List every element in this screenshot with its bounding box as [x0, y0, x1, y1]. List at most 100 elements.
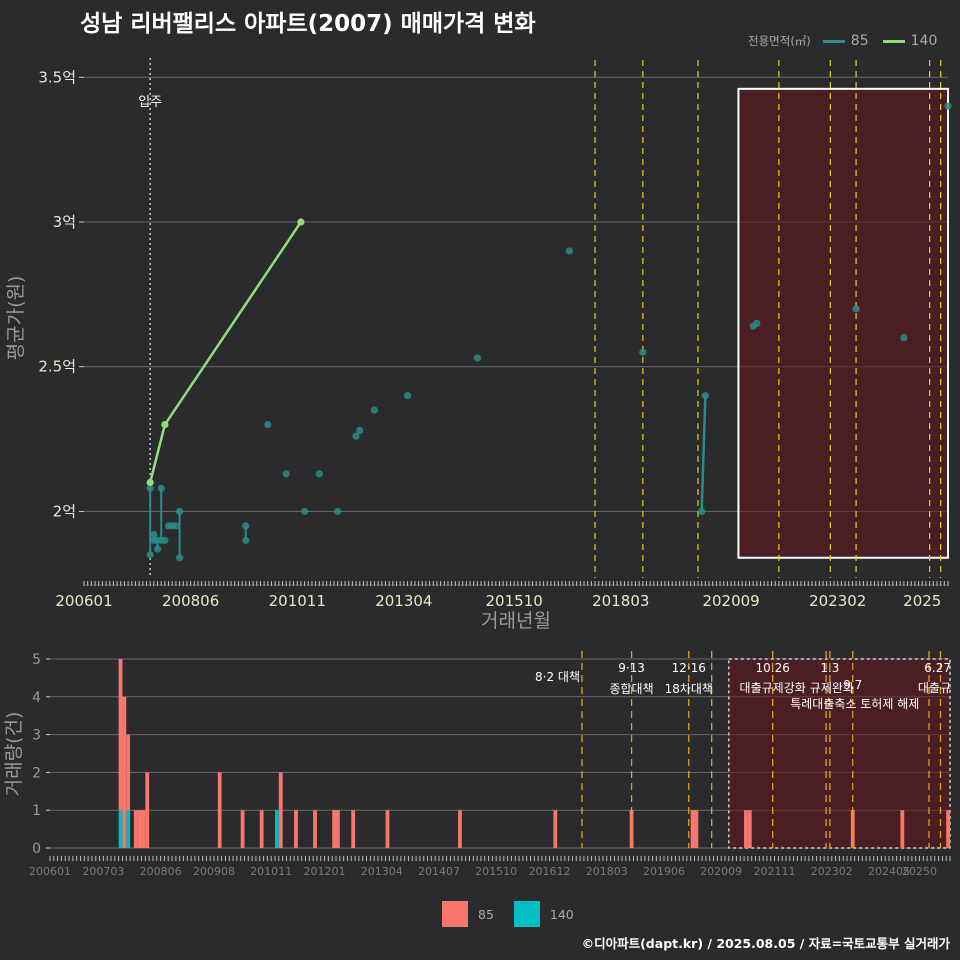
- bar-85: [278, 772, 283, 848]
- series-85-point: [150, 530, 158, 539]
- series-85-point: [852, 305, 860, 313]
- series-140-point: [146, 478, 154, 487]
- bottom-xtick-label: 200908: [193, 865, 235, 878]
- policy-label: 대출규: [918, 681, 951, 695]
- credit-text: ©디아파트(dapt.kr) / 2025.08.05 / 자료=국토교통부 실…: [581, 936, 950, 951]
- series-85-point: [157, 484, 165, 492]
- top-xtick-label: 201304: [375, 592, 432, 610]
- bottom-xtick-label: 201803: [586, 865, 628, 878]
- bottom-xtick-label: 201201: [304, 865, 346, 878]
- bottom-xtick-label: 201011: [250, 865, 292, 878]
- series-85-point: [639, 348, 647, 356]
- bottom-xtick-label: 201612: [529, 865, 571, 878]
- series-85-point: [153, 545, 162, 553]
- series-85-point: [701, 392, 709, 400]
- series-85-point: [242, 522, 250, 530]
- bar-85: [137, 810, 142, 848]
- series-85-point: [175, 554, 184, 562]
- series-140-point: [297, 218, 305, 226]
- bottom-xtick-label: 201304: [361, 865, 403, 878]
- bottom-ytick-label: 1: [32, 803, 41, 819]
- policy-label: 9.7: [843, 678, 862, 692]
- bar-legend-swatch-140: [513, 901, 540, 927]
- legend-swatch-140: [882, 39, 905, 43]
- bar-85: [126, 734, 131, 811]
- series-140-line: [148, 221, 302, 483]
- policy-label: 12·16: [672, 661, 706, 675]
- legend-label-85: 85: [850, 33, 869, 49]
- series-85-point: [175, 507, 184, 516]
- series-85-point: [565, 247, 573, 255]
- series-85-point: [146, 484, 154, 492]
- series-85-point: [370, 406, 379, 414]
- series-85-point: [264, 420, 272, 429]
- move-in-label: 입주: [138, 95, 162, 110]
- bar-85: [217, 772, 222, 848]
- bar-140: [118, 810, 123, 848]
- series-85-point: [473, 354, 481, 362]
- bottom-ytick-label: 0: [32, 841, 41, 857]
- legend-item-140: 140: [882, 33, 937, 49]
- series-85-point: [900, 334, 908, 342]
- series-85-point: [146, 551, 154, 559]
- bar-85: [118, 659, 123, 811]
- series-85-point: [315, 470, 323, 478]
- bar-85: [133, 810, 138, 848]
- bar-85: [850, 810, 855, 848]
- bar-85: [294, 810, 298, 848]
- policy-label: 18차대책: [665, 681, 713, 696]
- top-shaded-region: [737, 87, 949, 559]
- bottom-xtick-label: 202405: [868, 865, 910, 878]
- bar-legend-label-140: 140: [549, 906, 574, 922]
- policy-label: 규제완화: [810, 681, 854, 695]
- bottom-xtick-label: 202302: [811, 865, 853, 878]
- series-85-point: [334, 507, 342, 516]
- top-ytick-label: 3.5억: [38, 68, 76, 86]
- bar-85: [747, 810, 752, 848]
- bottom-xtick-label: 201906: [643, 865, 685, 878]
- bar-85: [690, 810, 695, 848]
- chart-title: 성남 리버팰리스 아파트(2007) 매매가격 변화: [80, 11, 536, 37]
- legend-swatch-85: [822, 39, 845, 43]
- bar-85: [336, 810, 340, 848]
- bottom-xtick-label: 20250: [902, 865, 937, 878]
- series-85-point: [242, 536, 250, 544]
- series-85-point: [161, 536, 169, 544]
- series-85-point: [356, 426, 364, 434]
- top-xtick-label: 200806: [162, 592, 219, 610]
- bar-85: [946, 810, 950, 848]
- bottom-xtick-label: 201510: [475, 865, 517, 878]
- top-xtick-label: 202302: [809, 592, 866, 610]
- bar-85: [145, 772, 150, 848]
- series-85-point: [753, 319, 761, 327]
- bar-85: [900, 810, 905, 848]
- policy-label: 8·2 대책: [535, 669, 580, 684]
- top-ytick-label: 3억: [53, 213, 76, 231]
- series-85-point: [300, 507, 309, 516]
- bottom-xtick-label: 201407: [418, 865, 460, 878]
- bar-140: [126, 810, 131, 848]
- bar-85: [240, 810, 245, 848]
- bar-85: [458, 810, 462, 848]
- bar-85: [694, 810, 699, 848]
- top-xtick-label: 202009: [702, 592, 759, 610]
- series-85-point: [282, 470, 290, 478]
- policy-label: 특례대출축소 토허제 해제: [790, 697, 919, 711]
- policy-label: 10.26: [755, 661, 789, 675]
- series-85-point: [352, 432, 360, 440]
- series-85-line: [700, 395, 707, 512]
- bar-85: [553, 810, 558, 848]
- policy-label: 9·13: [618, 661, 645, 675]
- legend-item-85: 85: [822, 33, 869, 49]
- bar-85: [629, 810, 634, 848]
- top-xtick-label: 201803: [592, 592, 649, 610]
- bar-85: [744, 810, 748, 848]
- bottom-xtick-label: 200703: [82, 865, 124, 878]
- bar-legend-item-85: 85: [442, 901, 494, 927]
- policy-label: 대출규제강화: [740, 681, 806, 695]
- bar-85: [332, 810, 337, 848]
- top-ytick-label: 2.5억: [38, 358, 76, 376]
- bar-85: [385, 810, 390, 848]
- policy-label: 종합대책: [609, 681, 653, 696]
